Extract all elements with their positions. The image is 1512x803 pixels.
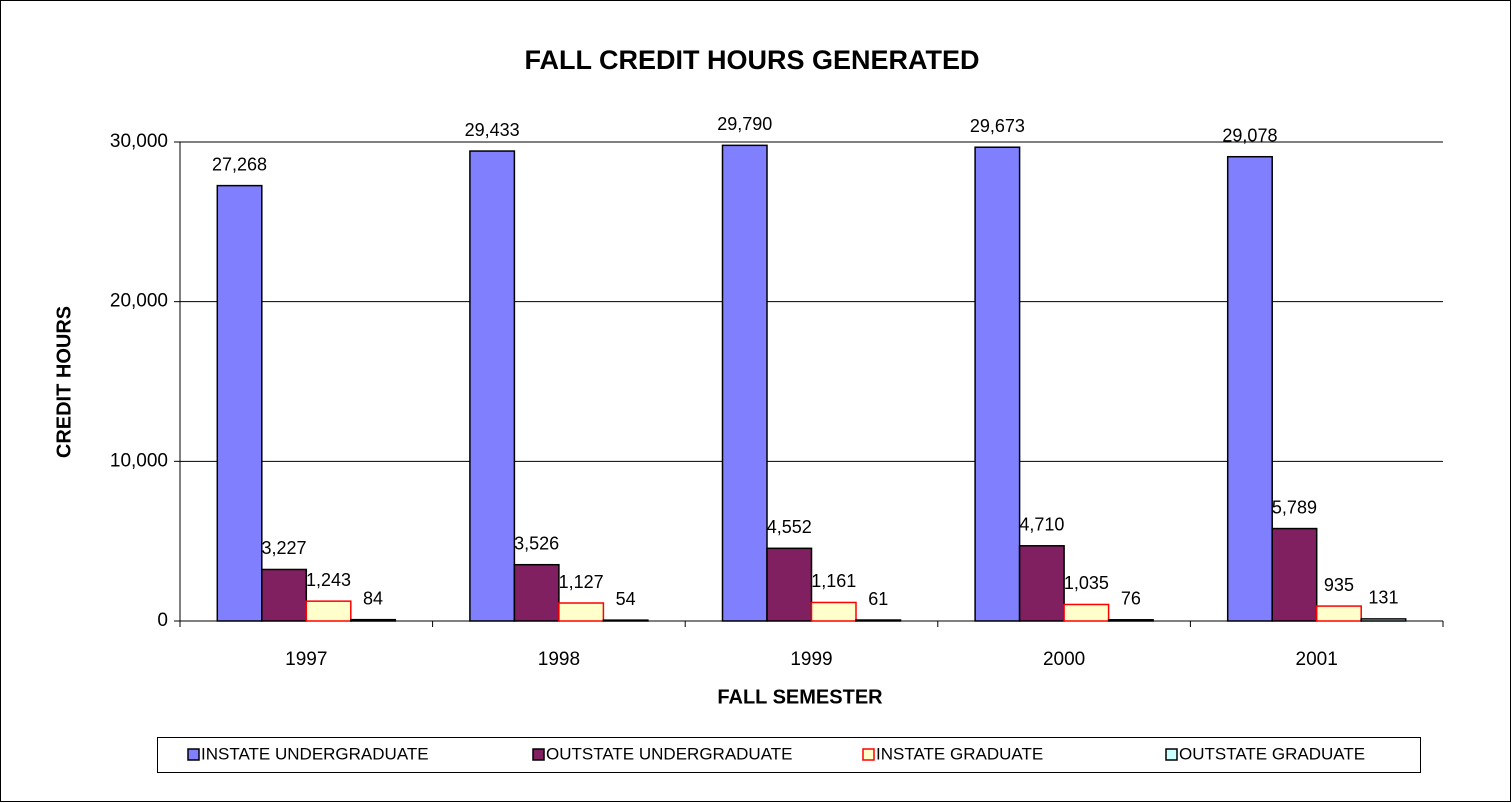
bar xyxy=(1226,155,1273,622)
data-label: 29,433 xyxy=(465,120,520,140)
bar xyxy=(855,619,902,622)
legend-swatch xyxy=(862,748,875,761)
legend-swatch xyxy=(187,748,200,761)
legend-swatch xyxy=(532,748,545,761)
data-label: 27,268 xyxy=(212,154,267,174)
data-label: 5,789 xyxy=(1272,497,1317,517)
bar xyxy=(1271,527,1318,622)
data-label: 935 xyxy=(1324,575,1354,595)
bar xyxy=(1107,619,1154,622)
bar xyxy=(261,568,308,622)
legend-label: OUTSTATE UNDERGRADUATE xyxy=(546,744,793,763)
x-tick-label: 2001 xyxy=(1296,649,1338,670)
data-label: 4,710 xyxy=(1019,515,1064,535)
bar xyxy=(216,184,263,622)
y-tick-label: 30,000 xyxy=(110,131,168,152)
bar xyxy=(558,602,605,622)
data-label: 3,227 xyxy=(262,538,307,558)
legend-swatch xyxy=(1165,748,1178,761)
legend-label: OUTSTATE GRADUATE xyxy=(1179,744,1365,763)
chart-title: FALL CREDIT HOURS GENERATED xyxy=(524,45,979,75)
y-tick-label: 20,000 xyxy=(110,291,168,312)
y-tick-label: 10,000 xyxy=(110,450,168,471)
bar xyxy=(469,150,516,622)
data-label: 131 xyxy=(1368,588,1398,608)
x-tick-label: 1997 xyxy=(285,649,327,670)
y-axis-title: CREDIT HOURS xyxy=(53,306,75,458)
data-label: 1,161 xyxy=(811,571,856,591)
bar xyxy=(305,600,352,622)
data-label: 61 xyxy=(868,589,888,609)
data-label: 1,127 xyxy=(559,572,604,592)
data-label: 1,035 xyxy=(1064,573,1109,593)
data-label: 3,526 xyxy=(514,533,559,553)
x-tick-label: 1999 xyxy=(790,649,832,670)
data-label: 1,243 xyxy=(306,570,351,590)
data-label: 29,673 xyxy=(970,116,1025,136)
bar xyxy=(974,146,1021,622)
data-label: 76 xyxy=(1121,589,1141,609)
bar xyxy=(1360,618,1407,622)
x-tick-label: 2000 xyxy=(1043,649,1085,670)
bar xyxy=(721,144,768,622)
data-label: 4,552 xyxy=(767,517,812,537)
legend-label: INSTATE UNDERGRADUATE xyxy=(201,744,429,763)
bar xyxy=(1063,603,1110,622)
data-label: 29,790 xyxy=(717,114,772,134)
legend-label: INSTATE GRADUATE xyxy=(876,744,1043,763)
y-tick-label: 0 xyxy=(157,610,168,631)
data-label: 54 xyxy=(616,589,636,609)
bar xyxy=(766,547,813,622)
bar xyxy=(810,601,857,622)
bar xyxy=(513,563,560,622)
data-label: 29,078 xyxy=(1222,125,1277,145)
data-label: 84 xyxy=(363,588,383,608)
bar xyxy=(1315,605,1362,622)
legend-box xyxy=(157,737,1421,773)
x-axis-title: FALL SEMESTER xyxy=(717,686,883,708)
bar xyxy=(1018,545,1065,622)
bar xyxy=(602,619,649,622)
bar xyxy=(350,618,397,622)
x-tick-label: 1998 xyxy=(538,649,580,670)
